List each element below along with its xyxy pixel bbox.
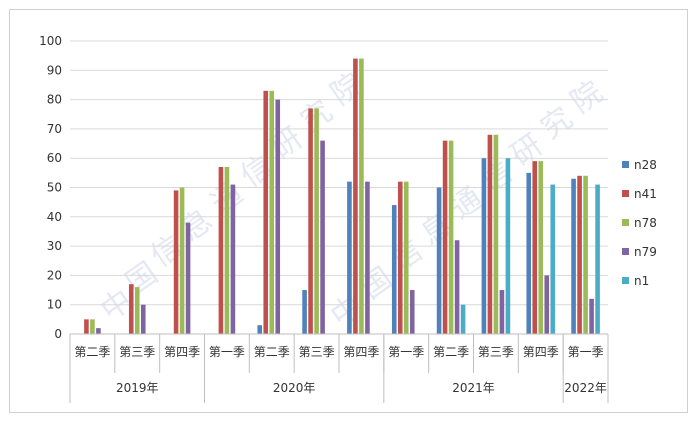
legend-swatch-n79 [622, 248, 629, 255]
legend-label-n41: n41 [634, 187, 657, 201]
legend-label-n28: n28 [634, 158, 657, 172]
x-tick-label-quarter: 第二季 [74, 345, 110, 359]
bar-n28 [302, 290, 307, 334]
bar-n79 [96, 328, 101, 334]
x-tick-label-quarter: 第一季 [568, 345, 604, 359]
legend-label-n78: n78 [634, 216, 657, 230]
bar-n41 [487, 134, 493, 334]
bar-n28 [526, 172, 532, 334]
watermark-char: 院 [565, 75, 610, 121]
y-tick-label: 90 [47, 63, 62, 77]
x-tick-label-quarter: 第一季 [388, 345, 424, 359]
bar-n78 [493, 134, 499, 334]
x-tick-label-quarter: 第二季 [433, 345, 469, 359]
bar-n28 [347, 181, 352, 334]
bar-n1 [550, 184, 556, 334]
bar-n28 [436, 187, 442, 334]
y-tick-label: 10 [47, 298, 62, 312]
x-tick-label-quarter: 第三季 [119, 345, 155, 359]
bars [84, 58, 600, 334]
x-tick-label-year: 2020年 [273, 381, 316, 395]
y-tick-label: 20 [47, 268, 62, 282]
bar-n78 [179, 187, 185, 334]
x-tick-label-quarter: 第四季 [164, 345, 200, 359]
bar-n78 [403, 181, 409, 334]
bar-n41 [263, 90, 269, 334]
x-axis: 第二季 第三季 第四季 第一季 第二季 第三季 第四季 第一季 第二季 第三季 第四季 第一季2019… [69, 333, 609, 403]
y-tick-label: 80 [47, 93, 62, 107]
bar-n78 [448, 140, 454, 334]
bar-n78 [224, 166, 230, 334]
legend-swatch-n1 [622, 277, 629, 284]
bar-n1 [595, 184, 600, 334]
gridlines [70, 40, 608, 306]
x-tick-label-year: 2022年 [564, 381, 607, 395]
bar-n78 [583, 175, 588, 334]
bar-n78 [314, 108, 319, 334]
legend-label-n79: n79 [634, 245, 657, 259]
watermark: 中国信息通信研究院中国信息通信研究院 [95, 67, 610, 335]
bar-n41 [532, 161, 538, 334]
bar-n1 [460, 304, 466, 334]
bar-n78 [90, 319, 95, 334]
y-tick-label: 50 [47, 181, 62, 195]
bar-n41 [308, 108, 313, 334]
chart-frame: 中国信息通信研究院中国信息通信研究院 0 10 20 30 40 50 60 70 80 90 10… [9, 9, 688, 413]
x-tick-label-quarter: 第三季 [299, 345, 335, 359]
legend-swatch-n78 [622, 219, 629, 226]
legend-swatch-n28 [622, 161, 629, 168]
bar-n41 [173, 190, 179, 334]
y-axis-ticks: 0 10 20 30 40 50 60 70 80 90 100 [39, 34, 62, 341]
x-tick-label-quarter: 第四季 [523, 345, 559, 359]
x-tick-label-quarter: 第三季 [478, 345, 514, 359]
bar-n79 [230, 184, 236, 334]
bar-n79 [409, 290, 415, 334]
bar-n78 [538, 161, 544, 334]
legend: n28 n41 n78 n79 n1 [622, 158, 657, 288]
x-tick-label-year: 2021年 [452, 381, 495, 395]
bar-n78 [269, 90, 275, 334]
y-tick-label: 40 [47, 210, 62, 224]
bar-n79 [589, 298, 594, 334]
bar-chart: 中国信息通信研究院中国信息通信研究院 0 10 20 30 40 50 60 70 80 90 10… [39, 34, 657, 403]
bar-n79 [320, 140, 325, 334]
x-tick-label-quarter: 第一季 [209, 345, 245, 359]
x-tick-label-quarter: 第四季 [343, 345, 379, 359]
bar-n79 [275, 99, 281, 334]
bar-n78 [134, 287, 140, 334]
bar-n41 [84, 319, 89, 334]
x-tick-label-quarter: 第二季 [254, 345, 290, 359]
legend-label-n1: n1 [634, 274, 649, 288]
y-tick-label: 60 [47, 151, 62, 165]
bar-n28 [257, 325, 263, 334]
y-tick-label: 30 [47, 239, 62, 253]
y-tick-label: 0 [54, 327, 62, 341]
bar-n41 [218, 166, 224, 334]
y-tick-label: 100 [39, 34, 62, 48]
bar-n79 [499, 290, 505, 334]
watermark-char: 究 [535, 101, 580, 147]
bar-n41 [353, 58, 358, 334]
bar-n79 [365, 181, 370, 334]
bar-n41 [397, 181, 403, 334]
bar-n28 [481, 158, 487, 334]
bar-n41 [577, 175, 582, 334]
legend-swatch-n41 [622, 190, 629, 197]
bar-n28 [571, 178, 576, 334]
bar-n41 [128, 284, 134, 334]
y-tick-label: 70 [47, 122, 62, 136]
bar-n28 [391, 205, 397, 334]
x-tick-label-year: 2019年 [116, 381, 159, 395]
bar-n78 [359, 58, 364, 334]
bar-n1 [505, 158, 511, 334]
bar-n79 [454, 240, 460, 334]
bar-n79 [140, 304, 146, 334]
bar-n79 [544, 275, 550, 334]
bar-n41 [442, 140, 448, 334]
bar-n79 [185, 222, 191, 334]
